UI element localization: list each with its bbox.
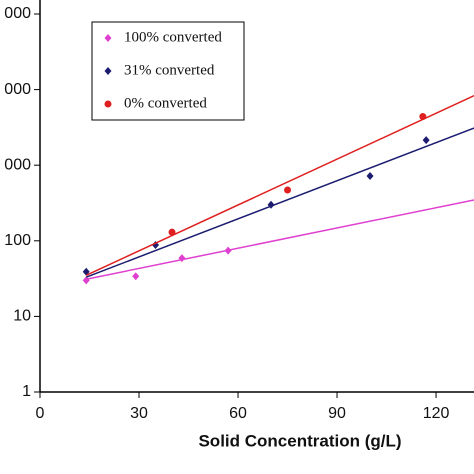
trend-line: [85, 127, 474, 278]
point: [224, 246, 232, 255]
trend-line: [86, 199, 474, 280]
y-tick-label: 000: [4, 5, 31, 22]
point: [168, 228, 176, 236]
y-tick-label: 100: [4, 232, 31, 249]
legend-marker: [104, 67, 112, 75]
legend-marker: [104, 34, 112, 42]
y-tick-label: 1: [22, 383, 31, 400]
point: [419, 113, 427, 121]
x-axis-label: Solid Concentration (g/L): [198, 431, 401, 450]
legend-box: [91, 21, 245, 121]
point: [178, 254, 186, 263]
legend-label: 31% converted: [124, 62, 215, 78]
x-tick-label: 120: [423, 405, 450, 422]
legend-label: 100% converted: [124, 29, 222, 45]
trend-line: [85, 95, 474, 276]
point: [422, 136, 430, 145]
x-tick-label: 30: [130, 405, 148, 422]
x-tick-label: 0: [36, 405, 45, 422]
y-tick-label: 000: [4, 156, 31, 173]
point: [284, 186, 292, 194]
point: [366, 171, 374, 180]
x-tick-label: 60: [229, 405, 247, 422]
point: [82, 276, 90, 285]
point: [132, 272, 140, 281]
point: [267, 200, 275, 209]
x-tick-label: 90: [328, 405, 346, 422]
legend-marker: [104, 100, 112, 108]
legend-label: 0% converted: [124, 95, 207, 111]
y-tick-label: 000: [4, 81, 31, 98]
y-tick-label: 10: [13, 308, 31, 325]
